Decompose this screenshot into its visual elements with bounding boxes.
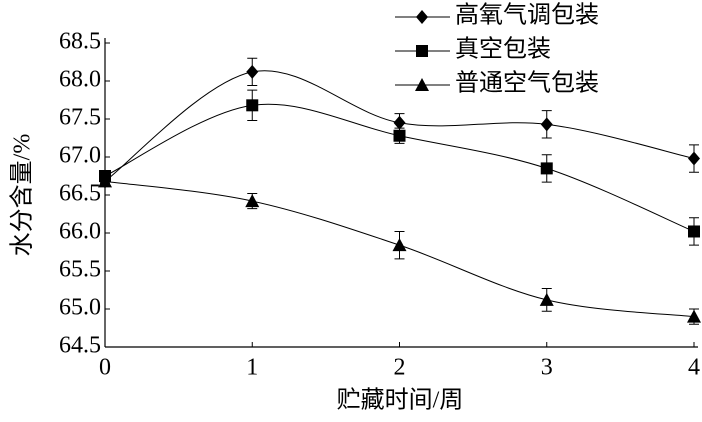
marker [393, 115, 406, 130]
marker [245, 194, 260, 208]
legend-label: 真空包装 [455, 36, 551, 63]
x-tick-label: 0 [99, 355, 111, 381]
y-tick-label: 66.0 [59, 219, 101, 245]
marker [688, 151, 700, 166]
marker [540, 162, 553, 175]
marker [416, 45, 428, 57]
y-tick-label: 64.5 [59, 333, 101, 359]
y-tick-label: 67.5 [59, 105, 101, 131]
marker [540, 117, 553, 132]
y-tick-label: 66.5 [59, 181, 101, 207]
y-tick-label: 68.5 [59, 29, 101, 55]
marker [98, 174, 112, 188]
marker [539, 292, 554, 306]
y-tick-label: 65.0 [59, 295, 101, 321]
marker [415, 78, 429, 91]
x-tick-label: 1 [246, 355, 258, 381]
legend-label: 普通空气包装 [455, 70, 599, 97]
legend-label: 高氧气调包装 [455, 2, 599, 29]
y-tick-label: 68.0 [59, 67, 101, 93]
marker [246, 64, 259, 79]
marker [687, 309, 701, 323]
y-axis-label: 水分含量/% [9, 134, 36, 257]
marker [393, 129, 406, 142]
x-axis-label: 贮藏时间/周 [337, 387, 464, 414]
marker [416, 10, 428, 24]
x-tick-label: 3 [541, 355, 553, 381]
y-tick-label: 67.0 [59, 143, 101, 169]
marker [246, 99, 259, 112]
x-tick-label: 2 [394, 355, 406, 381]
x-tick-label: 4 [688, 355, 700, 381]
y-tick-label: 65.5 [59, 257, 101, 283]
marker [688, 225, 700, 238]
marker [392, 238, 407, 252]
